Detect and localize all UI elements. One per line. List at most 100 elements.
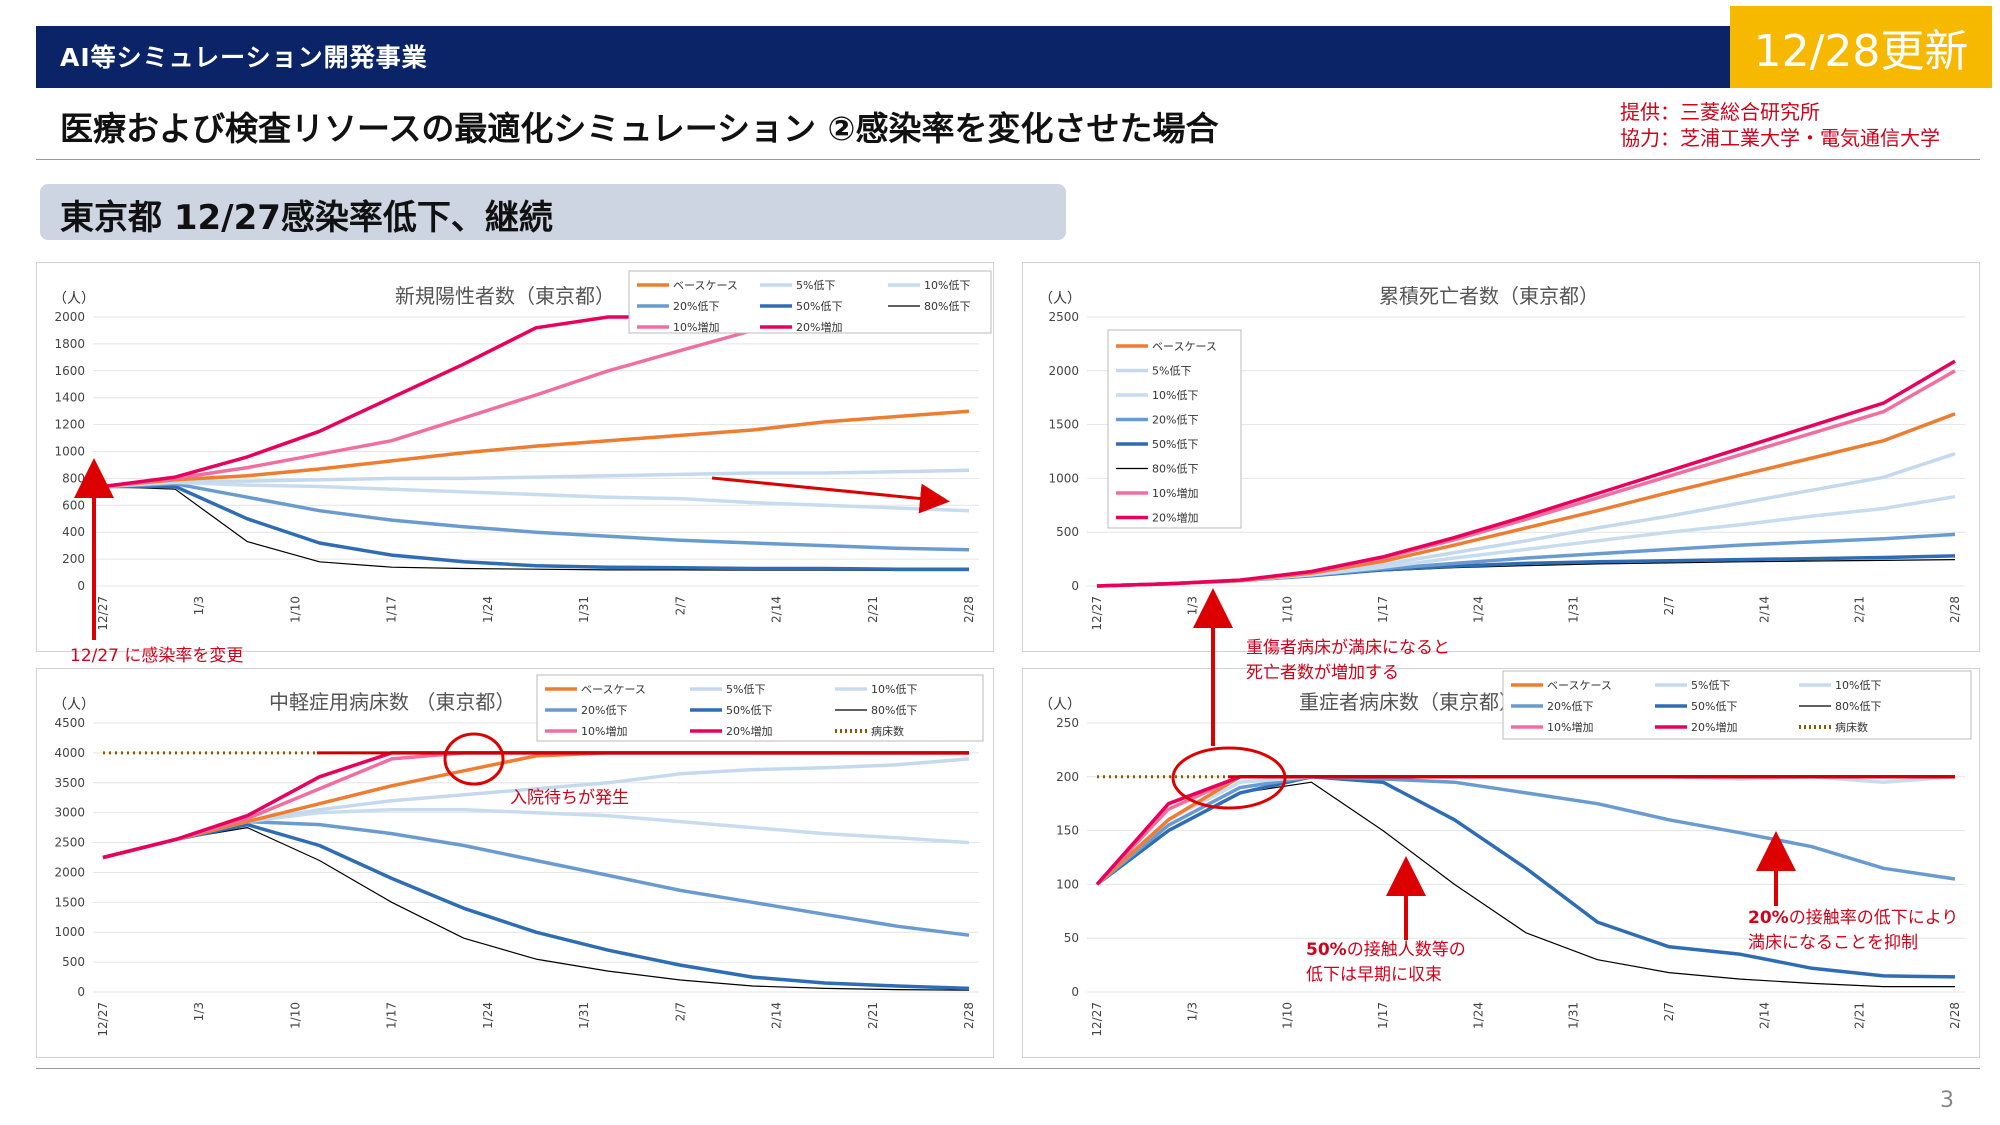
chart-positives: 0 200 400 600 800 1000 1200 1400 1600 1800 2000 12/… bbox=[53, 270, 992, 631]
series-line-down50 bbox=[103, 484, 969, 571]
x-tick-label: 1/3 bbox=[192, 1002, 206, 1021]
legend-label: 10%増加 bbox=[581, 725, 627, 738]
x-tick-label: 1/24 bbox=[481, 1002, 495, 1029]
chart-severe-beds: 0 50 100 150 200 250 12/27 1/3 1/10 1/17 1/24 1/31 2… bbox=[1039, 670, 1972, 1037]
y-tick-label: 2000 bbox=[1048, 364, 1079, 378]
y-tick-label: 500 bbox=[62, 955, 85, 969]
chart-mild-beds: 0 500 1000 1500 2000 2500 3000 3500 4000 4500 12/2… bbox=[53, 674, 984, 1037]
chart-panel-positives: 0 200 400 600 800 1000 1200 1400 1600 1800 2000 12/… bbox=[36, 262, 994, 652]
y-tick-label: 0 bbox=[1071, 579, 1079, 593]
contact20-note: 20%の接触率の低下により 満床になることを抑制 bbox=[1748, 908, 1959, 953]
y-tick-label: 200 bbox=[1056, 770, 1079, 784]
chart-title: 新規陽性者数（東京都） bbox=[395, 284, 615, 308]
x-tick-label: 2/7 bbox=[673, 596, 687, 615]
y-tick-label: 0 bbox=[77, 579, 85, 593]
y-tick-label: 4000 bbox=[54, 746, 85, 760]
legend-label: 50%低下 bbox=[796, 300, 842, 313]
x-tick-label: 2/28 bbox=[962, 596, 976, 623]
x-tick-label: 12/27 bbox=[96, 596, 110, 631]
x-tick-label: 1/10 bbox=[288, 1002, 302, 1029]
y-axis-label: （人） bbox=[53, 697, 95, 713]
infection-change-note: 12/27 に感染率を変更 bbox=[70, 646, 244, 666]
x-tick-label: 1/10 bbox=[288, 596, 302, 623]
legend-label: 10%低下 bbox=[871, 683, 917, 696]
legend-label: ベースケース bbox=[581, 683, 646, 696]
legend-label: ベースケース bbox=[1547, 679, 1612, 692]
x-tick-label: 1/3 bbox=[1185, 1002, 1199, 1021]
x-tick-label: 2/28 bbox=[1948, 1002, 1962, 1029]
y-tick-label: 1500 bbox=[1048, 418, 1079, 432]
legend-box bbox=[1502, 670, 1972, 740]
chart-title: 重症者病床数（東京都） bbox=[1299, 690, 1519, 714]
credit-cooperation: 協力：芝浦工業大学・電気通信大学 bbox=[1620, 126, 1940, 150]
y-tick-label: 0 bbox=[1071, 985, 1079, 999]
chart-title: 累積死亡者数（東京都） bbox=[1379, 284, 1599, 308]
y-tick-label: 150 bbox=[1056, 824, 1079, 838]
chart-panel-severe-beds: 0 50 100 150 200 250 12/27 1/3 1/10 1/17 1/24 1/31 2… bbox=[1022, 668, 1980, 1058]
x-tick-label: 2/28 bbox=[1948, 596, 1962, 623]
legend-label: 20%低下 bbox=[1152, 414, 1198, 427]
x-tick-label: 1/17 bbox=[1376, 596, 1390, 623]
legend-label: 50%低下 bbox=[1152, 438, 1198, 451]
legend-label: ベースケース bbox=[673, 279, 738, 292]
legend-box bbox=[536, 674, 984, 742]
y-tick-label: 1600 bbox=[54, 364, 85, 378]
legend-label: 20%低下 bbox=[673, 300, 719, 313]
series-line-down80 bbox=[102, 485, 969, 572]
legend-label: 10%低下 bbox=[1835, 679, 1881, 692]
legend-label: 50%低下 bbox=[1691, 700, 1737, 713]
legend-label: 10%低下 bbox=[924, 279, 970, 292]
y-tick-label: 1000 bbox=[54, 445, 85, 459]
legend-label: 20%増加 bbox=[796, 321, 842, 334]
y-tick-label: 1800 bbox=[54, 337, 85, 351]
y-tick-label: 1400 bbox=[54, 391, 85, 405]
legend-label: 20%増加 bbox=[726, 725, 772, 738]
chart-title: 中軽症用病床数 （東京都） bbox=[269, 690, 515, 714]
legend-box bbox=[1107, 329, 1242, 529]
section-title: 東京都 12/27感染率低下、継続 bbox=[60, 198, 553, 238]
y-tick-label: 400 bbox=[62, 525, 85, 539]
waiting-note: 入院待ちが発生 bbox=[510, 788, 629, 808]
chart-deaths: 0 500 1000 1500 2000 2500 12/27 1/3 1/10 1/17 1/24… bbox=[1039, 284, 1965, 631]
x-tick-label: 1/17 bbox=[385, 596, 399, 623]
legend-label: 20%低下 bbox=[581, 704, 627, 717]
y-tick-label: 2000 bbox=[54, 865, 85, 879]
x-tick-label: 1/17 bbox=[385, 1002, 399, 1029]
title-divider bbox=[36, 159, 1980, 160]
legend-label: 病床数 bbox=[1835, 720, 1868, 734]
series-line-down5 bbox=[102, 468, 970, 489]
header-title: AI等シミュレーション開発事業 bbox=[60, 43, 428, 72]
legend-label: 20%増加 bbox=[1691, 721, 1737, 734]
x-tick-label: 2/21 bbox=[1853, 596, 1867, 623]
y-tick-label: 4500 bbox=[54, 716, 85, 730]
x-tick-label: 1/24 bbox=[1471, 1002, 1485, 1029]
x-tick-label: 12/27 bbox=[1090, 1002, 1104, 1037]
series-line-down50 bbox=[102, 822, 970, 991]
legend-label: 80%低下 bbox=[1835, 700, 1881, 713]
legend-label: 50%低下 bbox=[726, 704, 772, 717]
y-tick-label: 800 bbox=[62, 471, 85, 485]
y-tick-label: 50 bbox=[1064, 931, 1079, 945]
x-tick-label: 12/27 bbox=[1090, 596, 1104, 631]
series-line-down80 bbox=[102, 827, 970, 991]
chart-panel-deaths: 0 500 1000 1500 2000 2500 12/27 1/3 1/10 1/17 1/24… bbox=[1022, 262, 1980, 652]
legend-label: 10%増加 bbox=[673, 321, 719, 334]
x-tick-label: 2/21 bbox=[866, 1002, 880, 1029]
x-tick-label: 2/21 bbox=[1853, 1002, 1867, 1029]
series-line-up20 bbox=[1096, 359, 1956, 588]
series-line-down20 bbox=[102, 819, 970, 937]
y-axis-label: （人） bbox=[53, 291, 95, 307]
x-tick-label: 1/31 bbox=[1567, 596, 1581, 623]
update-date-badge: 12/28更新 bbox=[1730, 6, 1992, 88]
legend-label: 5%低下 bbox=[796, 279, 835, 292]
legend-label: 病床数 bbox=[871, 724, 904, 738]
x-tick-label: 12/27 bbox=[96, 1002, 110, 1037]
y-tick-label: 1000 bbox=[1048, 471, 1079, 485]
x-tick-label: 2/7 bbox=[1662, 596, 1676, 615]
x-tick-label: 1/31 bbox=[577, 1002, 591, 1029]
legend-label: 20%増加 bbox=[1152, 512, 1198, 525]
y-tick-label: 200 bbox=[62, 552, 85, 566]
y-tick-label: 250 bbox=[1056, 716, 1079, 730]
legend-label: 10%低下 bbox=[1152, 389, 1198, 402]
legend-label: 5%低下 bbox=[1691, 679, 1730, 692]
